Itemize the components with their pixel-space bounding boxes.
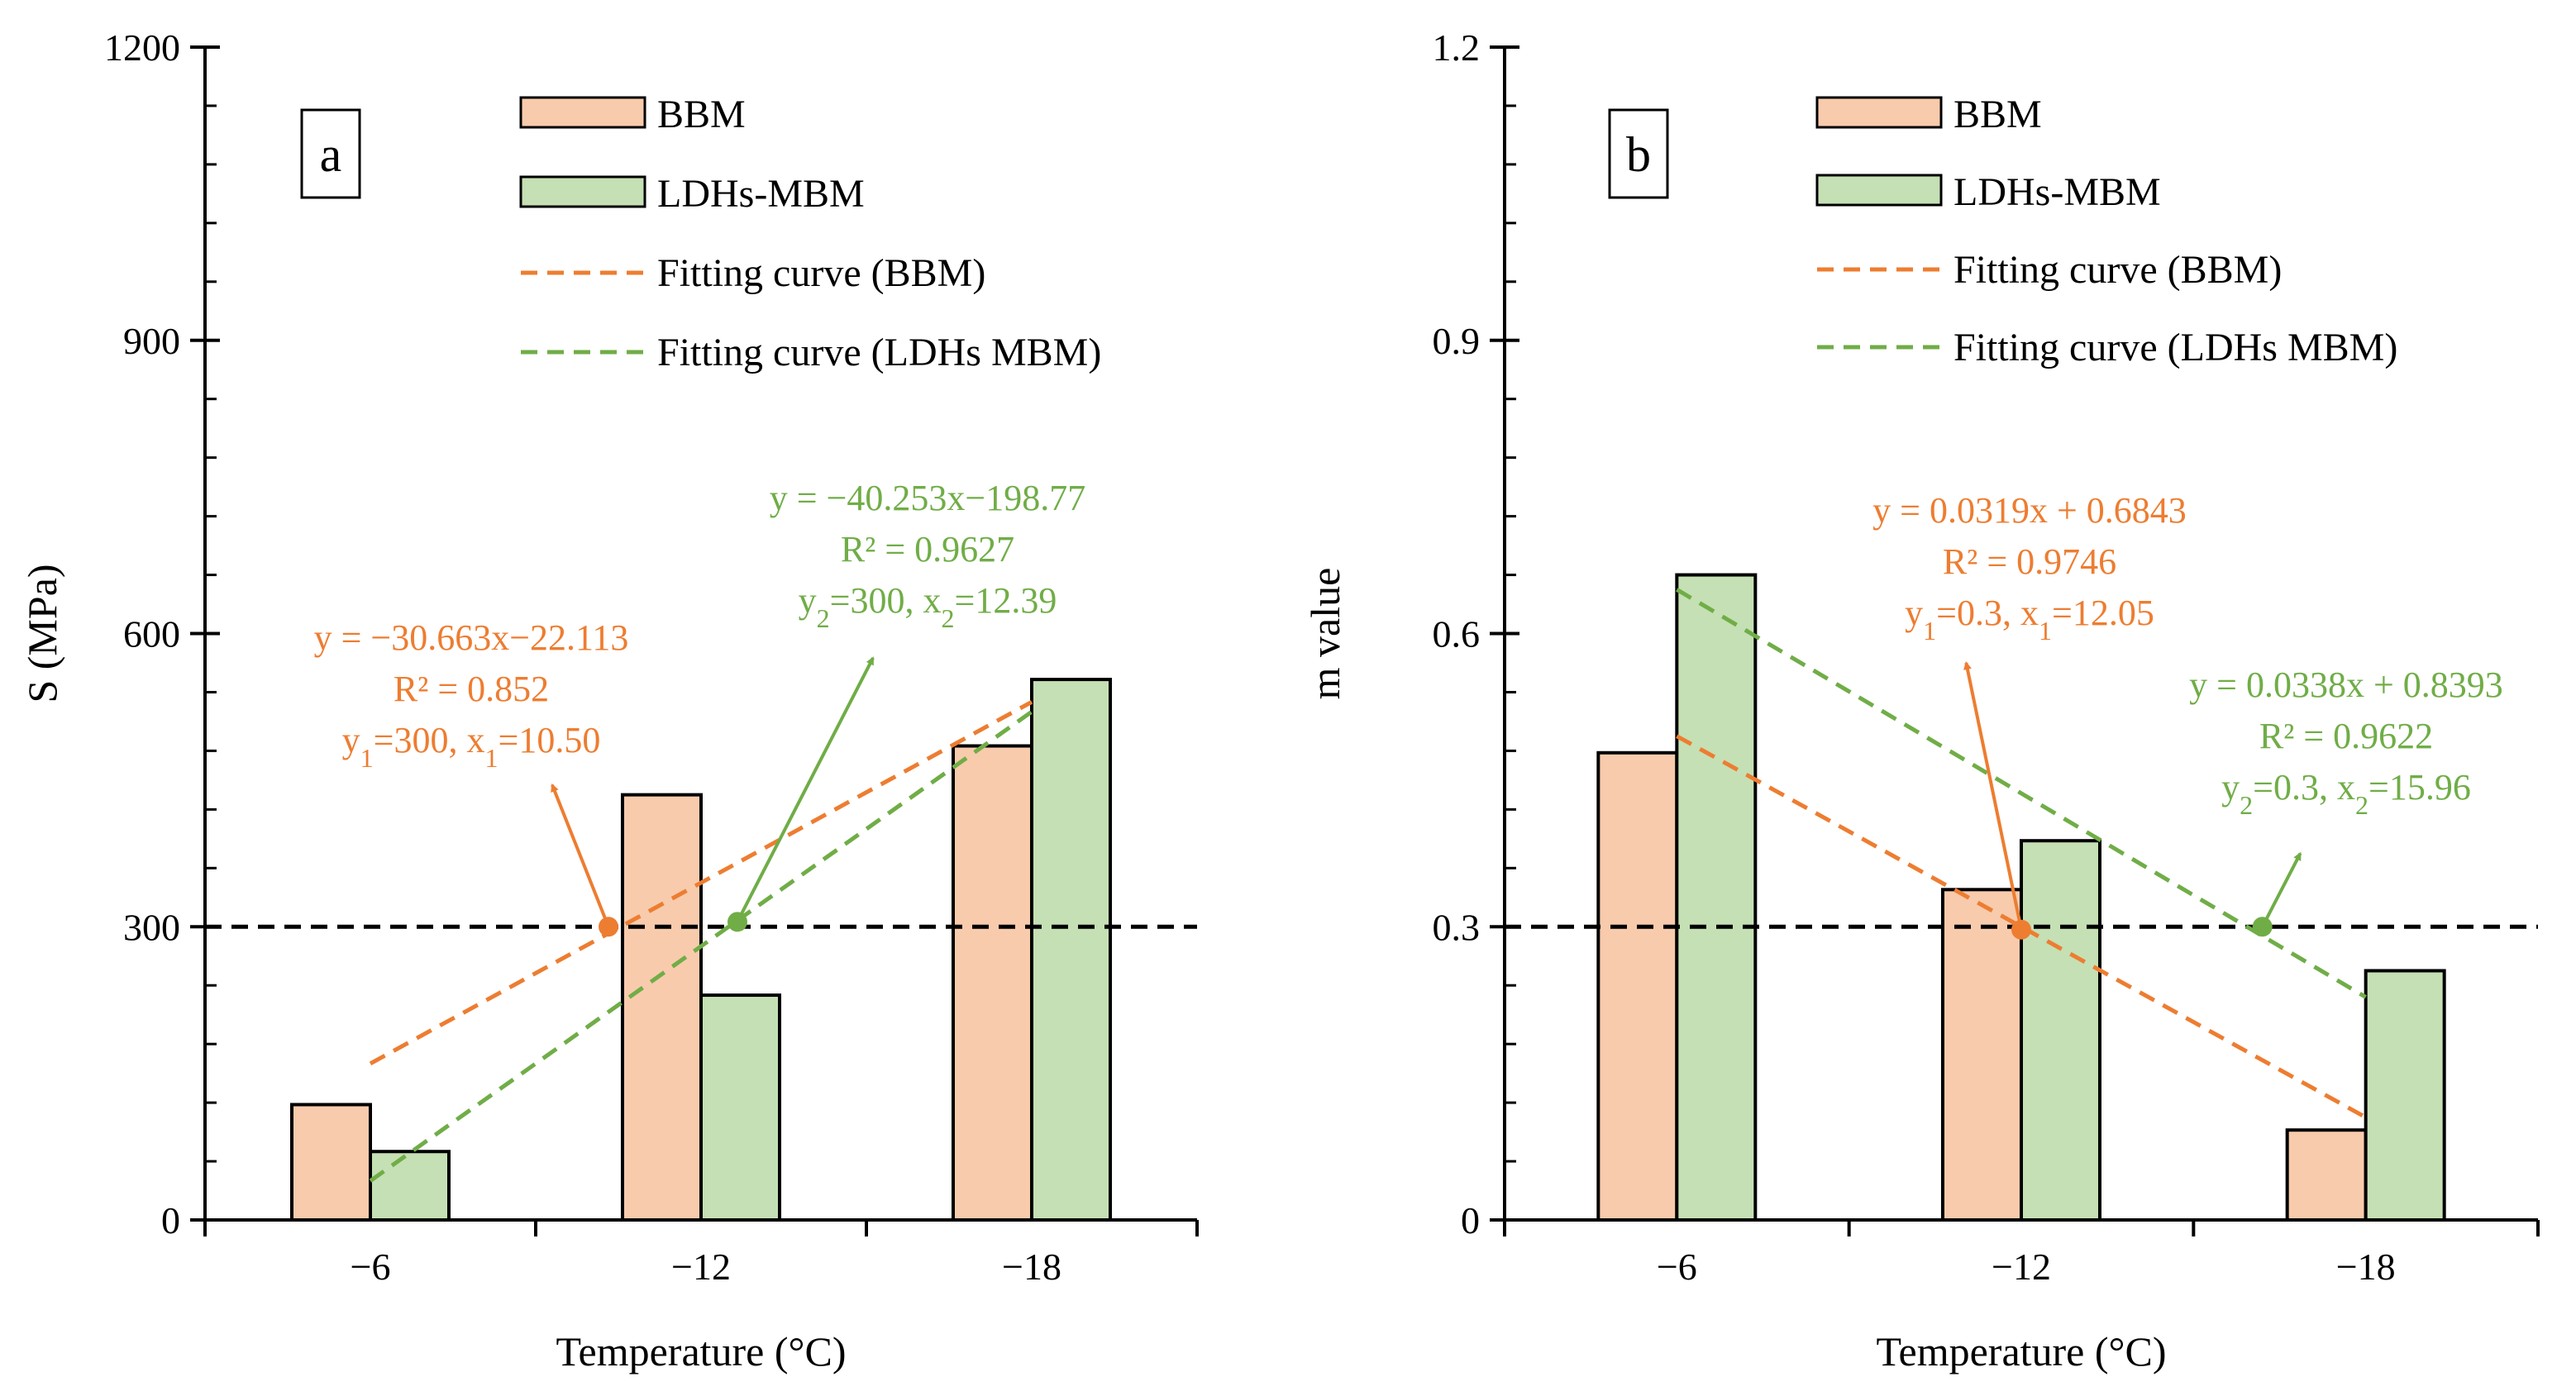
y-axis-title: m value [1302, 568, 1348, 700]
intersection-arrow-0 [551, 783, 610, 927]
legend-label: Fitting curve (LDHs MBM) [1953, 326, 2397, 369]
annotation-line: R² = 0.852 [394, 669, 549, 709]
legend-swatch [1815, 174, 1943, 207]
panel-label-box [1608, 108, 1669, 199]
x-tick-label: −6 [351, 1246, 391, 1288]
legend-swatch [1815, 96, 1943, 129]
legend-swatch [519, 96, 646, 129]
annotation-line: y = −30.663x−22.113 [314, 617, 629, 658]
bar-bbm-0 [1596, 750, 1679, 1222]
legend-label: BBM [657, 93, 746, 136]
intersection-point-1 [727, 912, 747, 932]
legend-label: LDHs-MBM [657, 172, 865, 216]
annotation-line: R² = 0.9627 [841, 529, 1014, 569]
legend-label: Fitting curve (BBM) [1953, 248, 2282, 292]
y-tick-label: 300 [123, 906, 180, 948]
y-tick-label: 0.6 [1433, 613, 1481, 655]
x-axis-title: Temperature (°C) [556, 1328, 846, 1375]
bar-bbm-0 [290, 1103, 372, 1222]
bar-ldhs-mbm-0 [1675, 573, 1758, 1222]
annotation-intersection: y2=0.3, x2=15.96 [2221, 767, 2471, 820]
annotation-intersection: y1=0.3, x1=12.05 [1905, 593, 2154, 646]
bar-bbm-1 [1941, 888, 2023, 1222]
bar-bbm-1 [621, 793, 703, 1222]
legend-label: Fitting curve (LDHs MBM) [657, 331, 1101, 374]
annotation-line: y = −40.253x−198.77 [770, 478, 1085, 518]
intersection-point-0 [2011, 919, 2031, 940]
panel-label-box [300, 108, 361, 199]
bar-ldhs-mbm-0 [369, 1150, 451, 1222]
intersection-arrow-1 [2260, 851, 2302, 928]
fit-line-ldhs-mbm [369, 710, 1033, 1183]
panel-label: b [1626, 127, 1651, 182]
intersection-arrow-0 [1963, 661, 2023, 931]
y-tick-label: 900 [123, 320, 180, 362]
y-tick-label: 1.2 [1433, 26, 1481, 69]
intersection-arrow-1 [736, 656, 875, 923]
annotation-intersection: y2=300, x2=12.39 [799, 580, 1057, 633]
bar-bbm-2 [952, 744, 1033, 1222]
bar-ldhs-mbm-1 [699, 993, 781, 1222]
x-tick-label: −12 [1992, 1246, 2051, 1288]
annotation-line: R² = 0.9746 [1943, 541, 2116, 582]
legend-label: Fitting curve (BBM) [657, 251, 985, 295]
x-tick-label: −18 [1002, 1246, 1061, 1288]
chart-panel-a: 0 300 600 900 1200 −6 −12 −18 Temperature (°C) S … [19, 26, 1199, 1375]
y-tick-label: 1200 [104, 26, 180, 69]
y-tick-label: 0.9 [1433, 320, 1481, 362]
intersection-point-0 [599, 917, 618, 937]
panel-label: a [320, 127, 342, 182]
bar-ldhs-mbm-2 [1030, 678, 1112, 1222]
y-tick-label: 600 [123, 613, 180, 655]
bar-ldhs-mbm-1 [2020, 839, 2101, 1222]
x-tick-label: −12 [671, 1246, 731, 1288]
fit-line-bbm [369, 700, 1033, 1065]
x-axis-title: Temperature (°C) [1876, 1328, 2166, 1375]
intersection-point-1 [2252, 917, 2273, 937]
legend-label: LDHs-MBM [1953, 170, 2161, 214]
y-tick-label: 0.3 [1433, 906, 1481, 948]
chart-panel-b: 0 0.3 0.6 0.9 1.2 −6 −12 −18 Temperature (°C) m v… [1302, 26, 2540, 1375]
legend-label: BBM [1953, 93, 2042, 136]
y-axis-title: S (MPa) [19, 564, 65, 703]
bar-bbm-2 [2285, 1128, 2368, 1222]
annotation-line: R² = 0.9622 [2259, 716, 2433, 756]
x-tick-label: −6 [1657, 1246, 1697, 1288]
x-tick-label: −18 [2336, 1246, 2396, 1288]
annotation-intersection: y1=300, x1=10.50 [342, 720, 601, 773]
legend-swatch [519, 175, 646, 208]
annotation-line: y = 0.0319x + 0.6843 [1872, 490, 2187, 531]
fit-line-ldhs-mbm [1676, 588, 2367, 999]
annotation-line: y = 0.0338x + 0.8393 [2189, 665, 2503, 705]
bar-ldhs-mbm-2 [2364, 969, 2446, 1222]
y-tick-label: 0 [161, 1199, 180, 1241]
y-tick-label: 0 [1461, 1199, 1480, 1241]
